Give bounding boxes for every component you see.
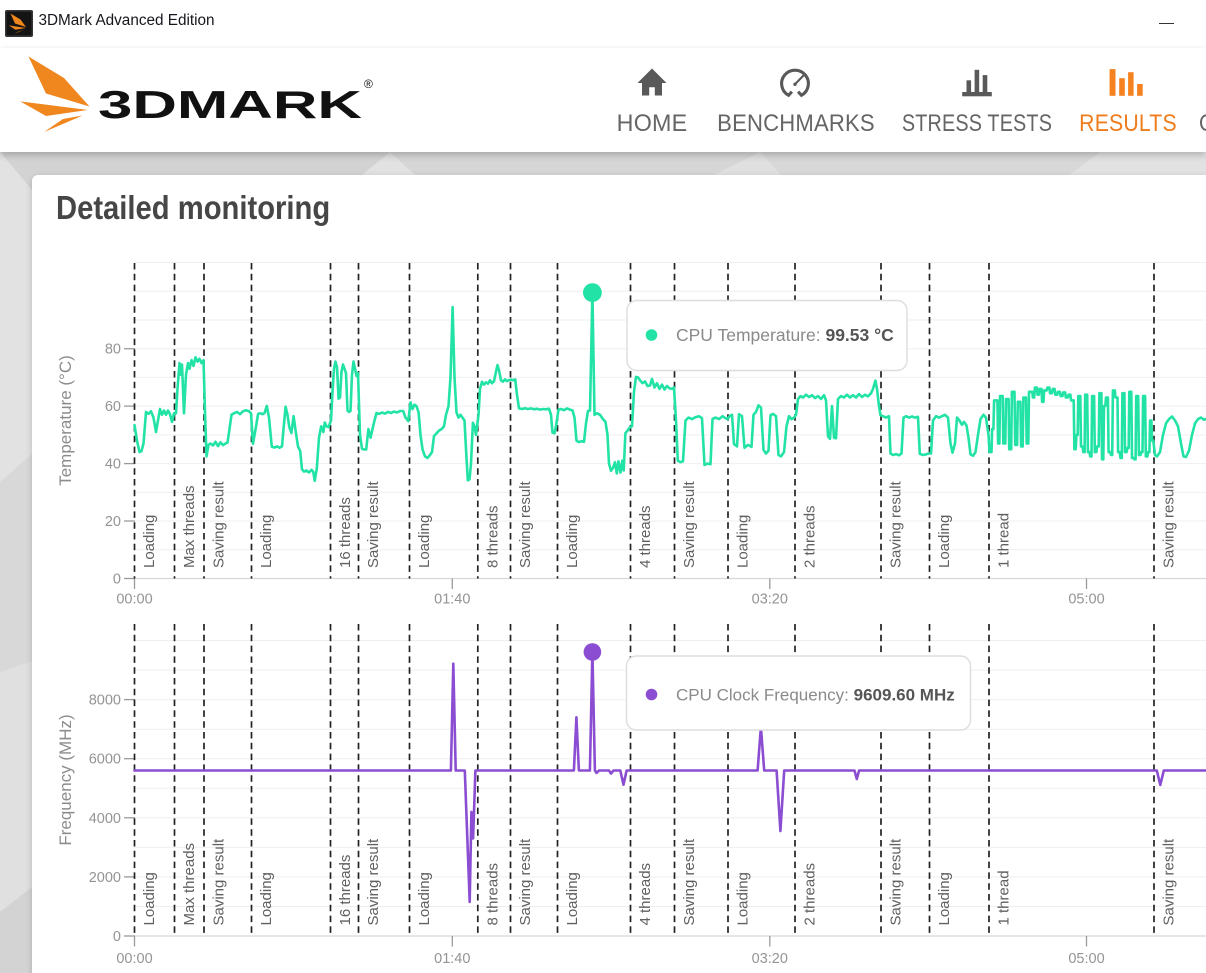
svg-text:0: 0 xyxy=(113,572,121,588)
svg-text:Saving result: Saving result xyxy=(888,838,905,926)
svg-text:4 threads: 4 threads xyxy=(637,863,654,926)
svg-text:20: 20 xyxy=(105,514,121,530)
svg-text:Loading: Loading xyxy=(735,872,752,925)
svg-text:8000: 8000 xyxy=(89,693,121,709)
svg-text:2000: 2000 xyxy=(89,870,121,886)
svg-text:1 thread: 1 thread xyxy=(996,870,1013,925)
svg-text:80: 80 xyxy=(105,342,121,358)
svg-text:Saving result: Saving result xyxy=(211,838,228,926)
svg-text:03:20: 03:20 xyxy=(752,592,788,608)
svg-text:8 threads: 8 threads xyxy=(484,863,501,926)
svg-text:Saving result: Saving result xyxy=(1161,480,1178,568)
svg-text:0: 0 xyxy=(113,929,121,945)
svg-text:Temperature (°C): Temperature (°C) xyxy=(56,355,75,486)
svg-text:Max threads: Max threads xyxy=(181,485,198,568)
svg-text:Saving result: Saving result xyxy=(517,480,534,568)
svg-text:Frequency (MHz): Frequency (MHz) xyxy=(56,714,75,845)
svg-text:Saving result: Saving result xyxy=(365,838,382,926)
svg-text:16 threads: 16 threads xyxy=(337,855,354,926)
svg-text:Saving result: Saving result xyxy=(365,480,382,568)
svg-text:01:40: 01:40 xyxy=(434,592,470,608)
svg-text:Saving result: Saving result xyxy=(211,480,228,568)
svg-text:16 threads: 16 threads xyxy=(337,497,354,568)
svg-text:2 threads: 2 threads xyxy=(802,863,819,926)
svg-text:Loading: Loading xyxy=(735,515,752,568)
svg-text:00:00: 00:00 xyxy=(116,951,152,967)
svg-text:1 thread: 1 thread xyxy=(996,513,1013,568)
svg-text:05:00: 05:00 xyxy=(1068,951,1104,967)
svg-text:6000: 6000 xyxy=(89,752,121,768)
svg-text:CPU Clock Frequency: 9609.60 M: CPU Clock Frequency: 9609.60 MHz xyxy=(676,686,955,705)
svg-text:Loading: Loading xyxy=(258,515,275,568)
svg-text:Saving result: Saving result xyxy=(681,480,698,568)
svg-text:03:20: 03:20 xyxy=(752,951,788,967)
svg-text:4 threads: 4 threads xyxy=(637,505,654,568)
svg-text:®: ® xyxy=(364,77,373,91)
svg-text:60: 60 xyxy=(105,399,121,415)
svg-text:4000: 4000 xyxy=(89,811,121,827)
svg-text:00:00: 00:00 xyxy=(116,592,152,608)
svg-text:Loading: Loading xyxy=(141,515,158,568)
svg-text:Loading: Loading xyxy=(564,872,581,925)
svg-text:Loading: Loading xyxy=(141,872,158,925)
svg-text:Saving result: Saving result xyxy=(681,838,698,926)
svg-text:Loading: Loading xyxy=(258,872,275,925)
svg-text:05:00: 05:00 xyxy=(1068,592,1104,608)
svg-text:Loading: Loading xyxy=(564,515,581,568)
svg-text:01:40: 01:40 xyxy=(434,951,470,967)
svg-text:Loading: Loading xyxy=(416,515,433,568)
svg-text:Loading: Loading xyxy=(936,872,953,925)
svg-text:Loading: Loading xyxy=(416,872,433,925)
svg-text:2 threads: 2 threads xyxy=(802,505,819,568)
svg-text:Saving result: Saving result xyxy=(1161,838,1178,926)
svg-text:Loading: Loading xyxy=(936,515,953,568)
svg-text:Max threads: Max threads xyxy=(181,843,198,926)
svg-text:40: 40 xyxy=(105,457,121,473)
svg-text:3DMARK: 3DMARK xyxy=(98,84,362,127)
svg-text:Saving result: Saving result xyxy=(888,480,905,568)
svg-text:Saving result: Saving result xyxy=(517,838,534,926)
svg-text:CPU Temperature: 99.53 °C: CPU Temperature: 99.53 °C xyxy=(676,325,894,345)
svg-text:8 threads: 8 threads xyxy=(484,505,501,568)
